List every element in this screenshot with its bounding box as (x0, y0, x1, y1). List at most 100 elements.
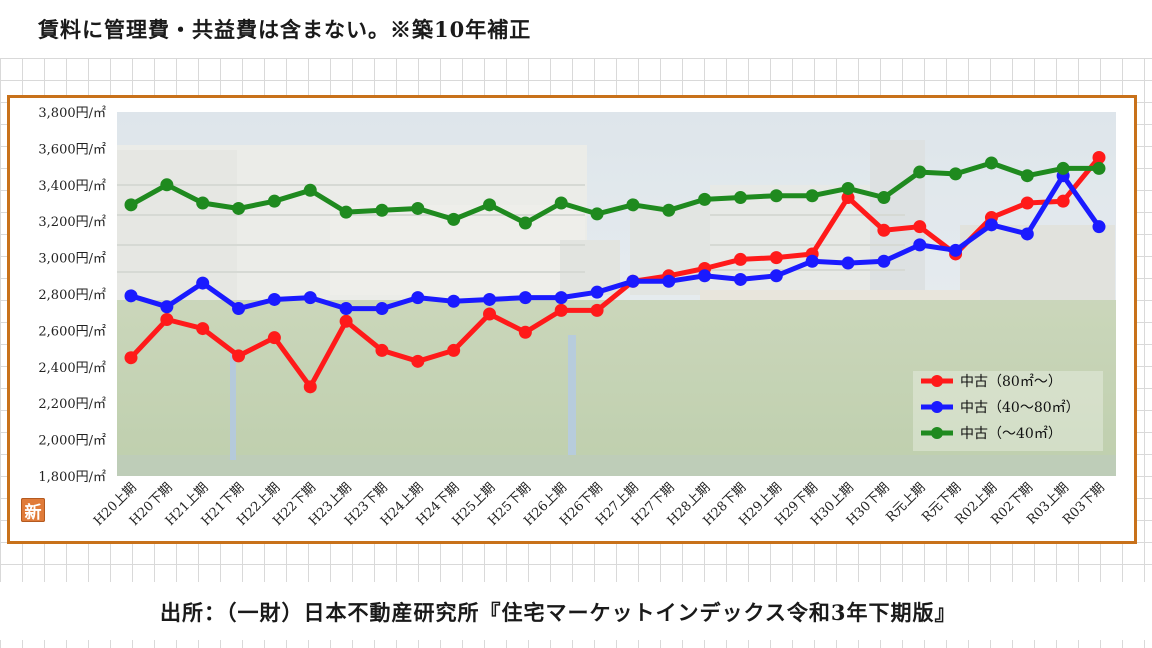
data-point (1056, 161, 1070, 175)
data-point (196, 196, 210, 210)
data-point (232, 349, 246, 363)
data-point (518, 216, 532, 230)
data-point (626, 198, 640, 212)
data-point (662, 203, 676, 217)
data-point (949, 167, 963, 181)
series-line (129, 160, 1099, 226)
legend-swatch-marker (931, 427, 943, 439)
data-point (267, 331, 281, 345)
data-point (733, 191, 747, 205)
data-point (1092, 161, 1106, 175)
data-point (339, 314, 353, 328)
series-line (129, 155, 1101, 390)
y-tick-label: 3,600円/㎡ (38, 142, 106, 157)
data-point (124, 198, 138, 212)
data-point (303, 183, 317, 197)
header-note-bar: 賃料に管理費・共益費は含まない。※築10年補正 (0, 0, 1152, 58)
data-point (662, 274, 676, 288)
data-point (483, 307, 497, 321)
data-point (590, 285, 604, 299)
header-note: 賃料に管理費・共益費は含まない。※築10年補正 (38, 17, 532, 42)
data-point (267, 292, 281, 306)
x-axis-ticks: H20上期H20下期H21上期H21下期H22上期H22下期H23上期H23下期… (91, 480, 1108, 529)
data-point (447, 294, 461, 308)
y-tick-label: 3,000円/㎡ (38, 252, 106, 267)
data-point (841, 191, 855, 205)
y-tick-label: 2,800円/㎡ (38, 288, 106, 303)
data-point (698, 192, 712, 206)
data-point (160, 178, 174, 192)
data-point (483, 292, 497, 306)
data-point (841, 181, 855, 195)
y-tick-label: 2,400円/㎡ (38, 361, 106, 376)
data-point (375, 302, 389, 316)
data-point (1020, 169, 1034, 183)
data-point (877, 254, 891, 268)
data-point (518, 325, 532, 339)
data-point (877, 191, 891, 205)
data-point (447, 343, 461, 357)
source-text: 出所：（一財）日本不動産研究所『住宅マーケットインデックス令和3年下期版』 (160, 600, 957, 625)
data-point (626, 274, 640, 288)
data-point (124, 289, 138, 303)
y-tick-label: 2,600円/㎡ (38, 324, 106, 339)
data-point (196, 322, 210, 336)
legend-label: 中古（40～80㎡） (960, 400, 1080, 416)
y-tick-label: 3,800円/㎡ (38, 106, 106, 121)
data-point (877, 223, 891, 237)
data-point (1020, 196, 1034, 210)
y-tick-label: 1,800円/㎡ (38, 470, 106, 485)
data-point (913, 165, 927, 179)
data-point (1020, 227, 1034, 241)
data-point (769, 189, 783, 203)
data-point (339, 302, 353, 316)
legend: 中古（80㎡～） 中古（40～80㎡） 中古（～40㎡） (913, 371, 1103, 451)
data-point (447, 212, 461, 226)
data-point (375, 203, 389, 217)
legend-label: 中古（80㎡～） (960, 374, 1062, 390)
data-point (160, 300, 174, 314)
data-point (267, 194, 281, 208)
data-point (554, 196, 568, 210)
y-tick-label: 2,000円/㎡ (38, 434, 106, 449)
data-point (232, 302, 246, 316)
data-point (303, 291, 317, 305)
data-point (339, 205, 353, 219)
data-point (411, 354, 425, 368)
y-tick-label: 3,400円/㎡ (38, 179, 106, 194)
data-point (411, 201, 425, 215)
data-point (196, 276, 210, 290)
data-point (554, 303, 568, 317)
new-badge: 新 (21, 498, 45, 523)
data-point (518, 291, 532, 305)
data-point (698, 269, 712, 283)
data-point (769, 251, 783, 265)
data-point (805, 254, 819, 268)
legend-swatch-marker (931, 375, 943, 387)
data-point (805, 189, 819, 203)
series-line (130, 173, 1102, 312)
y-tick-label: 2,200円/㎡ (38, 397, 106, 412)
data-point (733, 272, 747, 286)
legend-label: 中古（～40㎡） (960, 426, 1062, 442)
legend-swatch-marker (931, 401, 943, 413)
data-point (590, 207, 604, 221)
data-point (733, 252, 747, 266)
data-point (554, 291, 568, 305)
data-point (483, 198, 497, 212)
data-point (769, 269, 783, 283)
data-point (841, 256, 855, 270)
data-point (1092, 151, 1106, 164)
data-point (984, 156, 998, 170)
data-point (913, 220, 927, 234)
data-point (1092, 220, 1106, 234)
footer-source-bar: 出所：（一財）日本不動産研究所『住宅マーケットインデックス令和3年下期版』 (0, 582, 1152, 640)
data-point (913, 238, 927, 252)
y-axis-ticks: 1,800円/㎡ 2,000円/㎡ 2,200円/㎡ 2,400円/㎡ 2,600円/㎡… (38, 106, 106, 485)
data-point (984, 218, 998, 232)
data-point (124, 351, 138, 365)
data-point (232, 201, 246, 215)
data-point (590, 303, 604, 317)
data-point (1056, 194, 1070, 208)
